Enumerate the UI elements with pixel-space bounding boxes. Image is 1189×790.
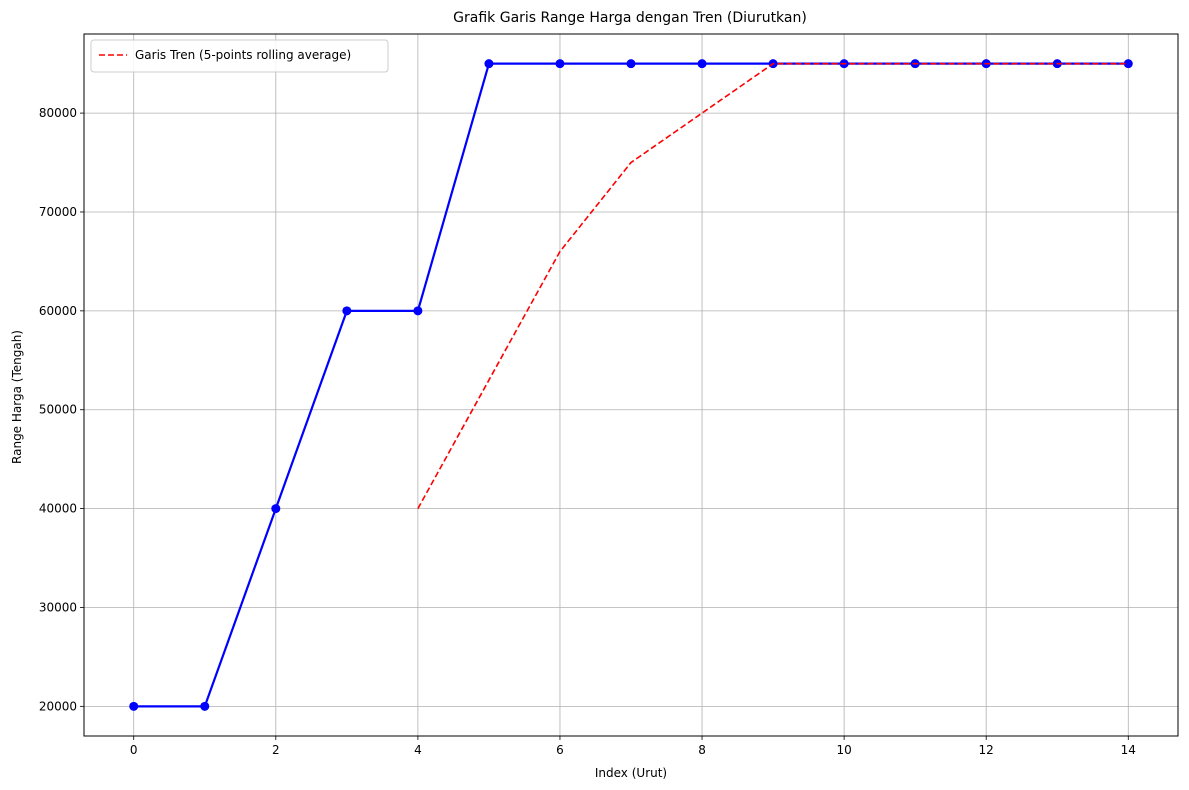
- chart-title: Grafik Garis Range Harga dengan Tren (Di…: [453, 10, 807, 26]
- y-tick-label: 50000: [39, 403, 77, 417]
- x-tick-label: 4: [414, 743, 422, 757]
- y-axis-label: Range Harga (Tengah): [10, 330, 24, 464]
- grid-lines: [84, 34, 1178, 736]
- x-tick-label: 10: [836, 743, 851, 757]
- y-tick-label: 60000: [39, 304, 77, 318]
- legend: Garis Tren (5-points rolling average): [90, 39, 389, 73]
- x-tick-label: 6: [556, 743, 564, 757]
- series-0-point: [555, 59, 565, 69]
- plot-frame: [83, 33, 1179, 737]
- series-0-point: [697, 59, 707, 69]
- series-0-point: [413, 306, 423, 316]
- y-tick-label: 80000: [39, 106, 77, 120]
- axis-ticks: 0 2 4 6 8 10 12 14 20000 30000 40000 50000 60000 7000…: [39, 106, 1136, 757]
- legend-entry-label: Garis Tren (5-points rolling average): [135, 48, 351, 62]
- x-tick-label: 0: [130, 743, 138, 757]
- series-0-point: [1123, 59, 1133, 69]
- x-tick-label: 14: [1121, 743, 1136, 757]
- series-layer: [129, 59, 1133, 711]
- series-0-point: [484, 59, 494, 69]
- series-0-point: [200, 701, 210, 711]
- series-0-point: [271, 504, 281, 514]
- y-tick-label: 40000: [39, 502, 77, 516]
- y-tick-label: 70000: [39, 205, 77, 219]
- series-0-point: [342, 306, 352, 316]
- y-tick-label: 30000: [39, 600, 77, 614]
- legend-box: [90, 39, 389, 73]
- series-1-line: [417, 62, 1129, 509]
- series-0-point: [129, 701, 139, 711]
- y-tick-label: 20000: [39, 699, 77, 713]
- x-tick-label: 12: [979, 743, 994, 757]
- series-0-point: [626, 59, 636, 69]
- x-axis-label: Index (Urut): [595, 766, 667, 780]
- x-tick-label: 8: [698, 743, 706, 757]
- x-tick-label: 2: [272, 743, 280, 757]
